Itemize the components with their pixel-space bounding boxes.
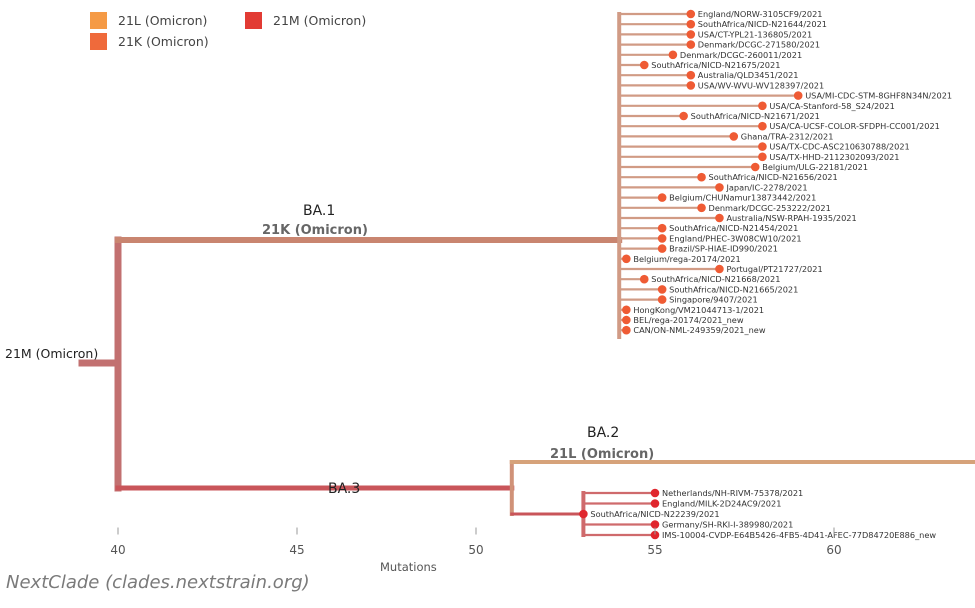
ba3-tip-marker xyxy=(579,509,588,519)
ba1-tip-label: Ghana/TRA-2312/2021 xyxy=(741,131,834,141)
ba1-tip-marker xyxy=(686,40,696,49)
ba1-tip-marker xyxy=(686,81,696,90)
legend: 21L (Omicron) 21K (Omicron) 21M (Omicron) xyxy=(90,12,366,50)
legend-swatch xyxy=(90,12,107,29)
ba1-tip-marker xyxy=(697,172,706,182)
ba1-tip-label: USA/WV-WVU-WV128397/2021 xyxy=(698,80,824,90)
credit-caption: NextClade (clades.nextstrain.org) xyxy=(6,572,310,593)
axis-title: Mutations xyxy=(380,560,437,574)
ba3-tip-label: England/MILK-2D24AC9/2021 xyxy=(662,499,781,509)
axis-tick-label: 40 xyxy=(110,543,125,557)
ba3-tip-label: SouthAfrica/NICD-N22239/2021 xyxy=(590,509,719,519)
ba1-tip-label: USA/CA-Stanford-58_S24/2021 xyxy=(769,101,894,111)
ba1-tip-marker xyxy=(622,315,631,325)
ba3-tip-marker xyxy=(650,530,660,540)
ba1-tip-marker xyxy=(729,132,739,141)
ba1-tip-marker xyxy=(715,264,724,274)
clade-ba2-name: BA.2 xyxy=(587,425,619,441)
clade-ba1-name: BA.1 xyxy=(303,203,335,219)
ba1-tip-label: USA/CT-YPL21-136805/2021 xyxy=(698,29,812,39)
ba1-tip-marker xyxy=(622,305,631,315)
ba1-tip-marker xyxy=(657,223,667,233)
ba1-tip-label: Australia/QLD3451/2021 xyxy=(698,70,799,80)
ba1-tip-label: Japan/IC-2278/2021 xyxy=(725,182,807,192)
ba1-tip-label: England/NORW-3105CF9/2021 xyxy=(698,9,823,19)
ba1-tip-marker xyxy=(715,213,724,223)
ba1-tip-marker xyxy=(686,30,696,39)
ba1-tip-marker xyxy=(715,183,724,192)
ba3-tip-marker xyxy=(650,488,660,498)
x-axis: 4045505560657075 xyxy=(110,527,842,557)
ba1-tip-label: Belgium/ULG-22181/2021 xyxy=(762,162,868,172)
root-label: 21M (Omicron) xyxy=(5,346,98,361)
clade-ba2-sub: 21L (Omicron) xyxy=(550,447,654,462)
ba1-tip-label: Denmark/DCGC-253222/2021 xyxy=(709,203,831,213)
clade-ba3-name: BA.3 xyxy=(328,481,360,497)
ba1-tip-marker xyxy=(679,111,688,121)
ba1-tip-marker xyxy=(657,193,667,202)
ba1-tip-label: Belgium/CHUNamur13873442/2021 xyxy=(669,193,816,203)
ba1-tip-label: USA/MI-CDC-STM-8GHF8N34N/2021 xyxy=(805,91,952,101)
ba3-tip-label: Germany/SH-RKI-I-389980/2021 xyxy=(662,520,793,530)
ba1-tip-marker xyxy=(657,285,667,294)
ba1-tip-marker xyxy=(758,121,767,131)
ba1-tip-marker xyxy=(657,295,667,304)
axis-tick-label: 50 xyxy=(468,543,483,557)
legend-label: 21L (Omicron) xyxy=(118,13,207,28)
axis-tick-label: 45 xyxy=(289,543,304,557)
ba1-tip-label: Brazil/SP-HIAE-ID990/2021 xyxy=(669,244,778,254)
ba1-tip-marker xyxy=(758,152,767,162)
ba1-tip-label: USA/TX-CDC-ASC210630788/2021 xyxy=(769,142,909,152)
legend-swatch xyxy=(245,12,262,29)
ba1-tip-marker xyxy=(697,203,706,213)
ba1-tip-label: SouthAfrica/NICD-N21668/2021 xyxy=(651,274,780,284)
ba1-tip-marker xyxy=(686,70,696,80)
ba1-tip-label: Denmark/DCGC-260011/2021 xyxy=(680,50,802,60)
ba1-tip-marker xyxy=(639,274,649,284)
ba1-tip-label: HongKong/VM21044713-1/2021 xyxy=(633,305,764,315)
ba1-tip-label: SouthAfrica/NICD-N21665/2021 xyxy=(669,284,798,294)
ba3-tip-label: IMS-10004-CVDP-E64B5426-4FB5-4D41-AFEC-7… xyxy=(662,530,936,540)
axis-tick-label: 55 xyxy=(647,543,662,557)
ba1-tip-marker xyxy=(758,101,767,111)
ba1-tip-label: Portugal/PT21727/2021 xyxy=(726,264,822,274)
ba1-tip-marker xyxy=(668,50,678,60)
ba1-tip-label: CAN/ON-NML-249359/2021_new xyxy=(633,325,765,335)
ba1-tip-marker xyxy=(639,60,649,70)
ba1-tip-marker xyxy=(750,162,760,172)
ba1-tip-label: Australia/NSW-RPAH-1935/2021 xyxy=(726,213,856,223)
ba1-tip-marker xyxy=(758,142,767,151)
ba3-tip-marker xyxy=(650,520,660,529)
ba1-tip-label: BEL/rega-20174/2021_new xyxy=(633,315,743,325)
ba1-tip-marker xyxy=(657,244,667,253)
ba1-tip-label: USA/CA-UCSF-COLOR-SFDPH-CC001/2021 xyxy=(769,121,939,131)
ba1-tip-label: SouthAfrica/NICD-N21656/2021 xyxy=(709,172,838,182)
ba1-tip-label: USA/TX-HHD-2112302093/2021 xyxy=(769,152,899,162)
legend-label: 21M (Omicron) xyxy=(273,13,366,28)
ba3-tip-label: Netherlands/NH-RIVM-75378/2021 xyxy=(662,488,803,498)
ba1-tip-label: Singapore/9407/2021 xyxy=(669,295,758,305)
ba1-tip-label: SouthAfrica/NICD-N21671/2021 xyxy=(691,111,820,121)
ba1-tip-label: Belgium/rega-20174/2021 xyxy=(633,254,740,264)
legend-swatch xyxy=(90,33,107,50)
axis-tick-label: 60 xyxy=(826,543,841,557)
tree-branches xyxy=(78,12,975,537)
ba1-tip-marker xyxy=(622,254,631,264)
ba1-tip-label: SouthAfrica/NICD-N21675/2021 xyxy=(651,60,780,70)
ba1-tip-marker xyxy=(793,91,803,100)
legend-label: 21K (Omicron) xyxy=(118,34,209,49)
ba1-tip-label: England/PHEC-3W08CW10/2021 xyxy=(669,233,801,243)
ba1-tip-marker xyxy=(622,325,631,335)
ba1-tip-label: SouthAfrica/NICD-N21454/2021 xyxy=(669,223,798,233)
ba3-tip-marker xyxy=(650,499,660,508)
tree-tips: England/NORW-3105CF9/2021SouthAfrica/NIC… xyxy=(579,9,952,540)
ba1-tip-marker xyxy=(657,234,667,243)
ba1-tip-marker xyxy=(686,9,696,19)
ba1-tip-label: SouthAfrica/NICD-N21644/2021 xyxy=(698,19,827,29)
ba1-tip-marker xyxy=(686,19,696,29)
clade-ba1-sub: 21K (Omicron) xyxy=(262,223,368,238)
ba1-tip-label: Denmark/DCGC-271580/2021 xyxy=(698,40,820,50)
